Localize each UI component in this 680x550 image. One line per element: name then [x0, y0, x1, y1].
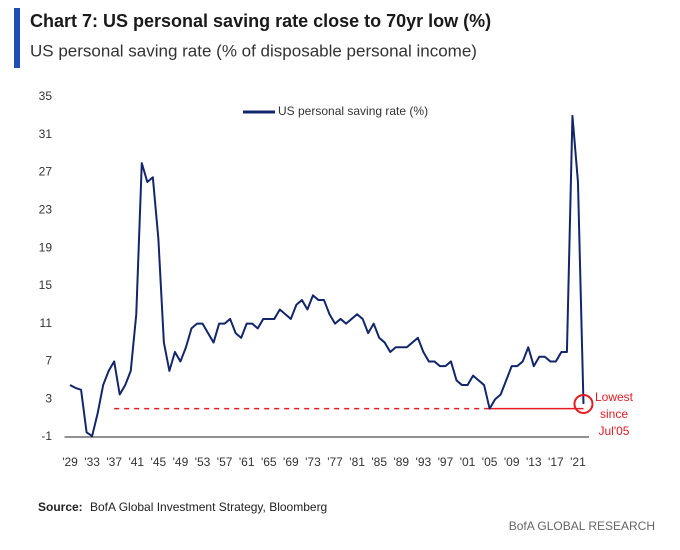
x-tick-label: '53 [195, 455, 211, 469]
x-tick-label: '17 [548, 455, 564, 469]
y-tick-label: 7 [45, 354, 52, 368]
x-tick-label: '21 [570, 455, 586, 469]
x-tick-label: '45 [151, 455, 167, 469]
chart-subtitle: US personal saving rate (% of disposable… [30, 41, 477, 60]
x-tick-label: '01 [460, 455, 476, 469]
x-tick-label: '85 [371, 455, 387, 469]
y-tick-label: 3 [45, 391, 52, 405]
x-tick-label: '73 [305, 455, 321, 469]
x-tick-label: '89 [393, 455, 409, 469]
y-tick-label: 31 [39, 127, 53, 141]
y-tick-label: -1 [41, 429, 52, 443]
x-tick-label: '29 [62, 455, 78, 469]
y-tick-label: 23 [39, 203, 53, 217]
legend-label: US personal saving rate (%) [278, 104, 428, 118]
highlight-circle [573, 393, 594, 414]
x-tick-label: '65 [261, 455, 277, 469]
source-label: Source: [38, 500, 83, 514]
x-tick-label: '97 [438, 455, 454, 469]
x-tick-label: '13 [526, 455, 542, 469]
title-accent [14, 8, 20, 68]
series-line [69, 114, 585, 438]
y-tick-label: 19 [39, 240, 53, 254]
x-tick-label: '93 [416, 455, 432, 469]
chart-title: Chart 7: US personal saving rate close t… [30, 11, 491, 31]
y-tick-label: 35 [39, 89, 53, 103]
x-tick-label: '77 [327, 455, 343, 469]
annotation: Lowest [595, 390, 634, 404]
x-tick-label: '33 [84, 455, 100, 469]
y-tick-label: 27 [39, 165, 53, 179]
x-tick-label: '09 [504, 455, 520, 469]
x-tick-label: '41 [128, 455, 144, 469]
source-text: BofA Global Investment Strategy, Bloombe… [90, 500, 327, 514]
x-tick-label: '81 [349, 455, 365, 469]
y-tick-label: 11 [40, 316, 53, 330]
annotation: Jul'05 [599, 424, 630, 438]
x-tick-label: '57 [217, 455, 233, 469]
y-tick-label: 15 [39, 278, 53, 292]
x-tick-label: '61 [239, 455, 255, 469]
annotation: since [600, 407, 628, 421]
x-tick-label: '05 [482, 455, 498, 469]
x-tick-label: '69 [283, 455, 299, 469]
x-tick-label: '49 [173, 455, 189, 469]
footer: BofA GLOBAL RESEARCH [509, 519, 655, 533]
x-tick-label: '37 [106, 455, 122, 469]
